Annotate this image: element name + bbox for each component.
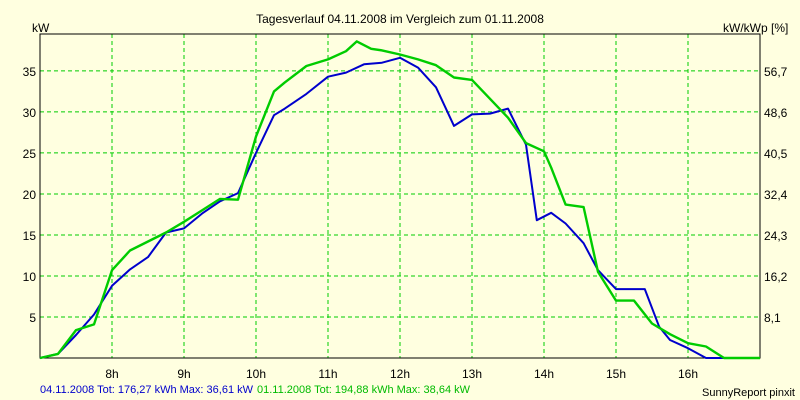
y-tick-label-left: 10: [23, 270, 37, 284]
y-tick-label-right: 24,3: [764, 229, 788, 243]
plot-area-frame: [39, 33, 761, 359]
y-tick-label-right: 48,6: [764, 106, 788, 120]
y-tick-label-left: 30: [23, 106, 37, 120]
y-tick-label-left: 20: [23, 188, 37, 202]
legend-entry-01-11-2008: 01.11.2008 Tot: 194,88 kWh Max: 38,64 kW: [257, 384, 471, 396]
y-tick-label-left: 25: [23, 147, 37, 161]
legend-entry-04-11-2008: 04.11.2008 Tot: 176,27 kWh Max: 36,61 kW: [40, 384, 254, 396]
right-axis-unit-label: kW/kWp [%]: [723, 21, 788, 35]
y-tick-label-left: 15: [23, 229, 37, 243]
series-line-04-11-2008: [39, 56, 760, 359]
y-tick-label-right: 8,1: [764, 311, 781, 325]
y-tick-label-right: 32,4: [764, 188, 788, 202]
x-tick-label: 15h: [606, 367, 626, 381]
x-tick-label: 9h: [177, 367, 190, 381]
y-tick-label-right: 40,5: [764, 147, 788, 161]
series-line-01-11-2008: [39, 40, 760, 360]
series-lines: [39, 40, 760, 360]
credit-text: SunnyReport pinxit: [702, 387, 795, 399]
chart-title: Tagesverlauf 04.11.2008 im Vergleich zum…: [256, 12, 544, 26]
x-tick-label: 16h: [678, 367, 698, 381]
x-tick-label: 11h: [318, 367, 337, 381]
left-axis-unit-label: kW: [32, 21, 50, 35]
y-tick-label-right: 16,2: [764, 270, 788, 284]
y-tick-label-left: 35: [23, 65, 37, 79]
x-tick-label: 13h: [462, 367, 482, 381]
footer-legend: 04.11.2008 Tot: 176,27 kWh Max: 36,61 kW…: [40, 384, 471, 396]
x-tick-label: 10h: [246, 367, 266, 381]
x-tick-label: 12h: [390, 367, 410, 381]
x-tick-label: 14h: [534, 367, 554, 381]
grid-lines: [40, 34, 760, 358]
y-tick-label-right: 56,7: [764, 65, 788, 79]
x-tick-label: 8h: [105, 367, 118, 381]
axis-ticks: 8h 9h 10h 11h 12h 13h 14h 15h 16h 5 8,1 10 16,2 15 24,…: [23, 65, 788, 381]
y-tick-label-left: 5: [29, 311, 36, 325]
